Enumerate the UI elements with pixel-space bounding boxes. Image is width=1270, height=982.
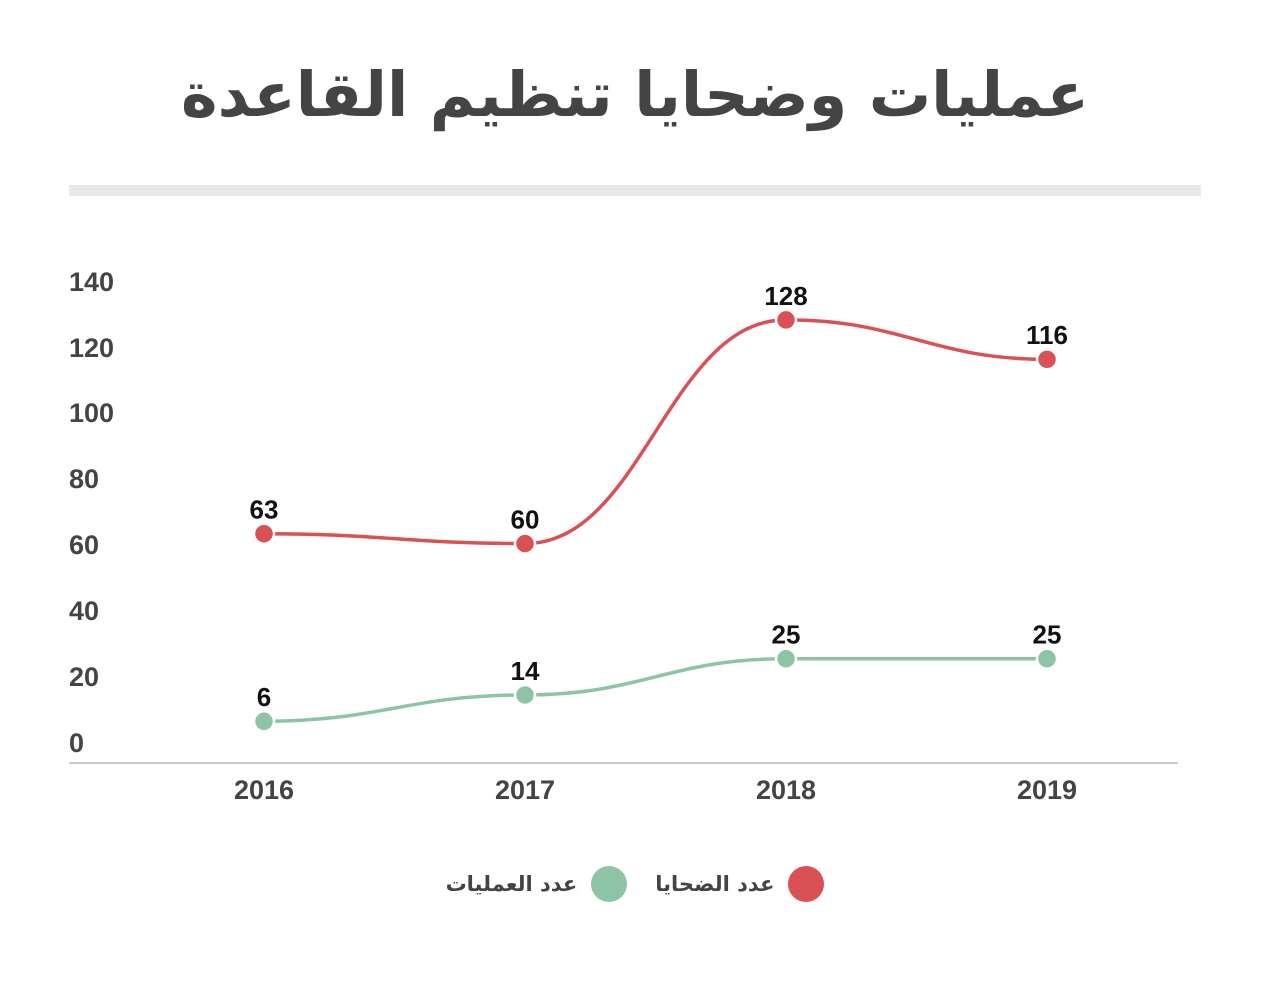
series-data-labels: 63 60 128 116 6 14 25 25 [247, 278, 1070, 714]
y-tick-label: 100 [69, 398, 114, 428]
data-point-operations [1035, 647, 1059, 670]
series-lines [263, 318, 1048, 724]
data-label-casualties: 63 [250, 495, 279, 525]
y-tick-label: 20 [69, 662, 99, 692]
y-tick-label: 120 [69, 333, 114, 363]
data-label-casualties: 128 [764, 281, 807, 311]
series-line-casualties [263, 318, 1048, 546]
legend-item-casualties: عدد الضحايا [655, 866, 825, 902]
x-tick-label: 2017 [495, 775, 555, 805]
x-tick-label: 2019 [1017, 775, 1077, 805]
legend-swatch-casualties [788, 866, 825, 902]
data-label-casualties: 60 [511, 504, 540, 534]
y-tick-label: 140 [69, 267, 114, 297]
series-points [252, 308, 1059, 733]
legend-item-operations: عدد العمليات [446, 866, 628, 902]
data-point-casualties [252, 522, 276, 545]
data-point-casualties [774, 308, 798, 332]
data-point-operations [774, 647, 798, 670]
legend-swatch-operations [591, 866, 628, 902]
data-label-operations: 14 [511, 656, 540, 686]
data-label-operations: 25 [1033, 620, 1062, 650]
y-tick-label: 40 [69, 596, 99, 626]
legend-label-operations: عدد العمليات [445, 872, 578, 896]
y-tick-label: 0 [69, 728, 84, 758]
x-tick-label: 2016 [234, 775, 294, 805]
legend: عدد الضحايا عدد العمليات [0, 864, 1270, 904]
data-label-operations: 25 [772, 620, 801, 650]
x-axis-ticks: 2016 2017 2018 2019 [234, 775, 1077, 805]
data-point-casualties [1035, 348, 1059, 371]
title-divider [69, 185, 1201, 196]
series-line-operations [263, 656, 1047, 724]
data-label-casualties: 116 [1026, 320, 1068, 350]
data-point-operations [252, 710, 276, 733]
y-tick-label: 60 [69, 530, 99, 560]
data-point-operations [513, 683, 537, 707]
y-axis-ticks: 0 20 40 60 80 100 120 140 [69, 267, 114, 758]
data-point-casualties [513, 532, 537, 555]
y-tick-label: 80 [69, 464, 99, 494]
x-tick-label: 2018 [756, 775, 816, 805]
chart-title: عمليات وضحايا تنظيم القاعدة [181, 58, 1089, 131]
legend-label-casualties: عدد الضحايا [655, 872, 775, 896]
data-label-operations: 6 [257, 682, 271, 712]
